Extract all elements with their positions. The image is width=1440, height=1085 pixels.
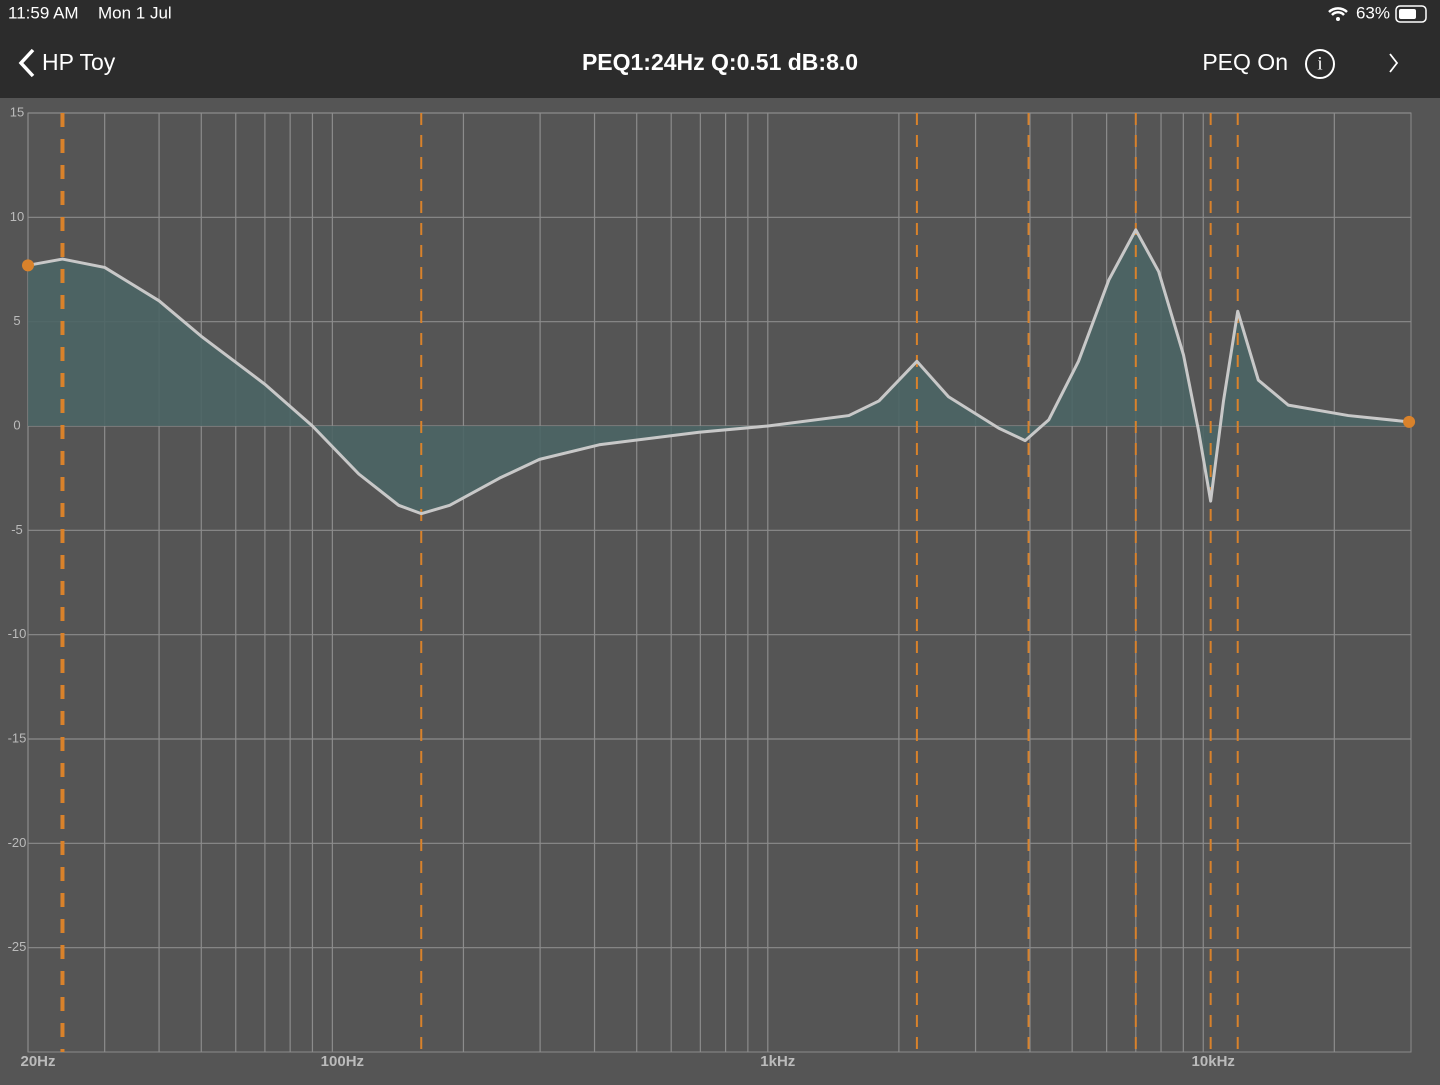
battery-icon xyxy=(1395,5,1427,23)
peq-toggle[interactable]: PEQ On xyxy=(1202,49,1288,75)
curve-end-handle xyxy=(1403,415,1416,428)
y-tick-label: -15 xyxy=(8,730,27,745)
plot-area xyxy=(27,112,1412,1053)
curve-end-handle xyxy=(22,259,34,272)
x-tick-label: 20Hz xyxy=(20,1053,55,1070)
nav-title: PEQ1:24Hz Q:0.51 dB:8.0 xyxy=(582,49,858,75)
battery-level xyxy=(1399,9,1416,19)
y-tick-label: -20 xyxy=(8,835,27,850)
header-bg xyxy=(0,0,1440,98)
y-tick-label: -5 xyxy=(11,522,23,537)
y-tick-label: -25 xyxy=(8,939,27,954)
next-button[interactable] xyxy=(1389,53,1399,73)
status-battery: 63% xyxy=(1356,3,1390,22)
info-glyph: i xyxy=(1317,53,1322,74)
x-tick-label: 100Hz xyxy=(321,1053,364,1070)
x-tick-label: 10kHz xyxy=(1192,1053,1235,1070)
y-tick-label: -10 xyxy=(8,626,27,641)
y-tick-label: 15 xyxy=(10,104,24,119)
info-button[interactable] xyxy=(1305,49,1335,79)
x-tick-label: 1kHz xyxy=(760,1053,795,1070)
status-time: 11:59 AM xyxy=(8,3,79,22)
y-tick-label: 5 xyxy=(13,313,20,328)
response-curve xyxy=(27,228,1410,516)
back-icon[interactable] xyxy=(18,48,35,78)
y-tick-label: 10 xyxy=(10,209,24,224)
status-date: Mon 1 Jul xyxy=(98,3,172,22)
response-area xyxy=(28,229,1410,514)
y-tick-label: 0 xyxy=(13,417,20,432)
back-button[interactable]: HP Toy xyxy=(42,49,116,75)
wifi-dot xyxy=(1336,17,1340,21)
wifi-icon xyxy=(1328,7,1348,16)
